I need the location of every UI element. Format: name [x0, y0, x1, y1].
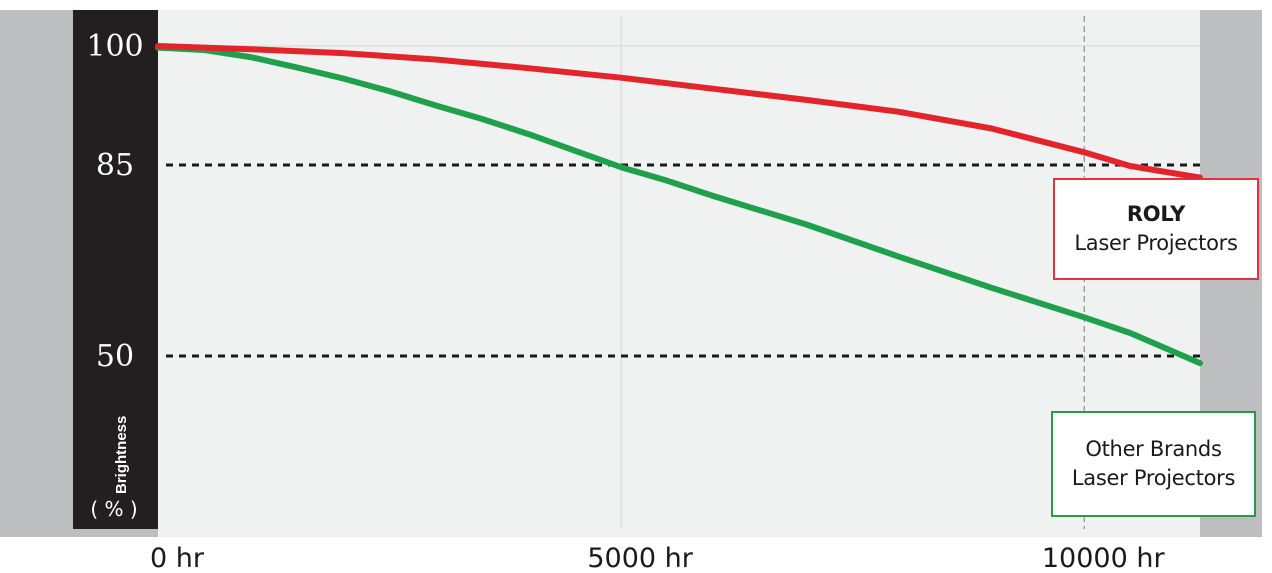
series-line-roly [155, 43, 1203, 181]
legend-other-product: Laser Projectors [1071, 466, 1236, 490]
y-axis-unit: ( % ) [90, 497, 137, 521]
y-axis-bar [73, 10, 158, 529]
grid-layer [158, 16, 1200, 529]
y-tick-labels: 100 85 50 [86, 29, 143, 374]
x-tick-0: 0 hr [150, 543, 205, 573]
series-line-other-brands [155, 44, 1203, 367]
x-tick-labels: 0 hr 5000 hr 10000 hr [150, 543, 1165, 573]
y-tick-100: 100 [86, 29, 143, 64]
legend-roly: ROLY Laser Projectors [1053, 178, 1259, 280]
plot-area [158, 10, 1200, 537]
y-tick-50: 50 [96, 339, 134, 374]
y-tick-85: 85 [96, 148, 134, 183]
reference-lines [166, 163, 1200, 358]
series-layer [155, 43, 1203, 367]
x-tick-10000: 10000 hr [1042, 543, 1166, 573]
x-tick-5000: 5000 hr [587, 543, 693, 573]
legend-other-brands: Other Brands Laser Projectors [1051, 411, 1256, 517]
y-axis-label: Brightness [113, 416, 130, 494]
legend-other-brand: Other Brands [1085, 437, 1222, 461]
legend-roly-brand: ROLY [1126, 202, 1186, 226]
legend-roly-product: Laser Projectors [1074, 231, 1238, 255]
